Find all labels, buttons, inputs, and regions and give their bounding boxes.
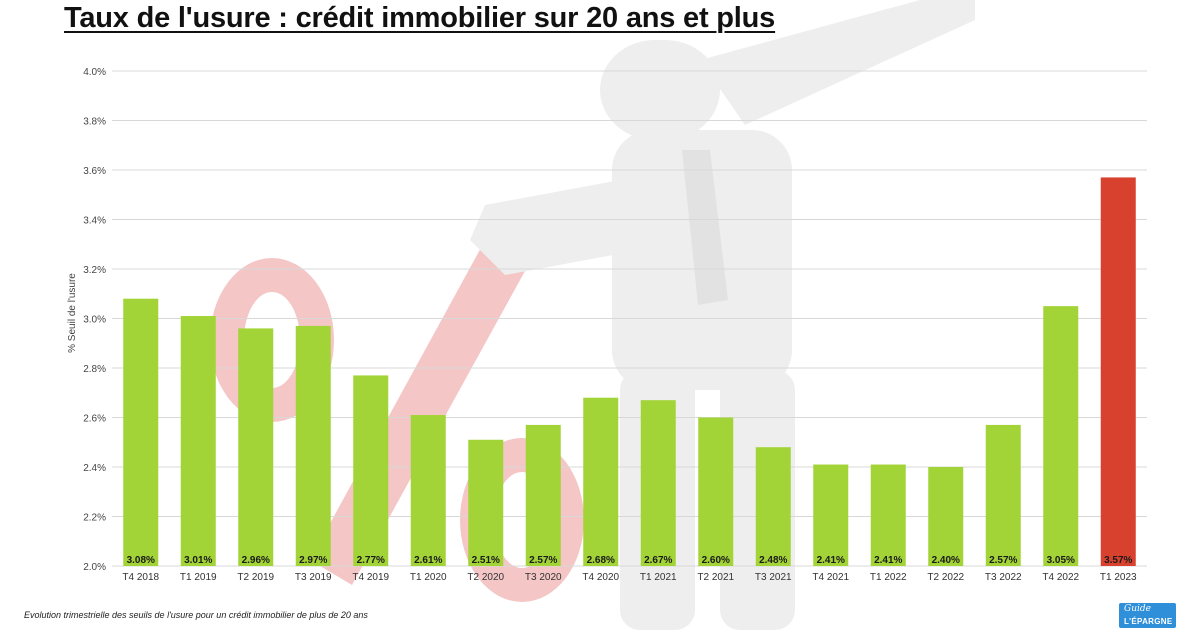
x-category-label: T3 2020 [525, 572, 562, 583]
brand-logo[interactable]: Guide L'ÉPARGNE [1119, 603, 1176, 628]
x-category-label: T1 2020 [410, 572, 447, 583]
bar-value-label: 2.41% [817, 555, 845, 566]
bar-value-label: 3.08% [127, 555, 155, 566]
bar-value-label: 2.61% [414, 555, 442, 566]
bar [238, 328, 274, 566]
bar-value-label: 2.67% [644, 555, 672, 566]
bar [525, 424, 561, 566]
bar [985, 424, 1021, 566]
x-category-label: T4 2021 [812, 572, 849, 583]
bar-value-label: 3.01% [184, 555, 212, 566]
bar-value-label: 3.05% [1047, 555, 1075, 566]
y-tick-label: 3.4% [83, 216, 106, 227]
x-category-label: T2 2020 [467, 572, 504, 583]
x-category-label: T2 2021 [697, 572, 734, 583]
x-category-label: T1 2022 [870, 572, 907, 583]
x-category-label: T4 2018 [122, 572, 159, 583]
bar-value-label: 2.48% [759, 555, 787, 566]
bar-value-label: 2.41% [874, 555, 902, 566]
bar [410, 415, 446, 566]
x-axis-categories: T4 2018 T1 2019 T2 2019 T3 2019 T4 2019 T1 20… [122, 572, 1137, 583]
y-tick-label: 2.8% [83, 364, 106, 375]
bars [123, 177, 1136, 567]
logo-line-2: L'ÉPARGNE [1124, 617, 1173, 626]
bar [583, 397, 619, 566]
y-tick-label: 3.2% [83, 265, 106, 276]
bar-value-label: 2.40% [932, 555, 960, 566]
y-tick-label: 4.0% [83, 67, 106, 78]
bar-value-label: 2.96% [242, 555, 270, 566]
bar [813, 464, 849, 566]
person-left-arm [470, 180, 640, 275]
logo-line-1: Guide [1124, 604, 1151, 614]
y-tick-label: 3.6% [83, 166, 106, 177]
bar-value-label: 2.97% [299, 555, 327, 566]
y-axis-label: % Seuil de l'usure [67, 273, 78, 353]
bar [123, 298, 159, 566]
bar-value-label: 2.57% [989, 555, 1017, 566]
bar [870, 464, 906, 566]
bar-value-label: 2.68% [587, 555, 615, 566]
person-head [600, 40, 720, 140]
y-tick-label: 2.0% [83, 562, 106, 573]
gridlines [112, 70, 1147, 567]
bar [928, 467, 964, 566]
person-raised-arm [700, 0, 975, 125]
x-category-label: T1 2023 [1100, 572, 1137, 583]
bar [755, 447, 791, 566]
x-category-label: T4 2019 [352, 572, 389, 583]
bar [1100, 177, 1136, 567]
person-tie [682, 150, 728, 305]
chart-title: Taux de l'usure : crédit immobilier sur … [64, 2, 776, 34]
bar [353, 375, 389, 566]
bar-value-label: 2.57% [529, 555, 557, 566]
x-category-label: T4 2022 [1042, 572, 1079, 583]
x-category-label: T3 2022 [985, 572, 1022, 583]
x-category-label: T4 2020 [582, 572, 619, 583]
bar [180, 316, 216, 566]
bar [1043, 306, 1079, 566]
bar-value-label: 2.60% [702, 555, 730, 566]
value-labels: 3.08% 3.01% 2.96% 2.97% 2.77% 2.61% 2.51% 2.57%… [127, 555, 1133, 566]
bar [468, 439, 504, 566]
x-category-label: T2 2022 [927, 572, 964, 583]
x-category-label: T1 2019 [180, 572, 217, 583]
y-tick-label: 2.6% [83, 414, 106, 425]
x-category-label: T2 2019 [237, 572, 274, 583]
y-tick-label: 2.2% [83, 513, 106, 524]
bar-value-label: 3.57% [1104, 555, 1132, 566]
chart-caption: Evolution trimestrielle des seuils de l'… [24, 610, 368, 620]
y-axis-ticks: 2.0% 2.2% 2.4% 2.6% 2.8% 3.0% 3.2% 3.4% 3.6% 3.8%… [83, 67, 106, 573]
bar [295, 325, 331, 566]
y-tick-label: 3.0% [83, 315, 106, 326]
bar-value-label: 2.77% [357, 555, 385, 566]
bar [640, 400, 676, 566]
y-tick-label: 3.8% [83, 117, 106, 128]
y-tick-label: 2.4% [83, 463, 106, 474]
x-category-label: T3 2019 [295, 572, 332, 583]
x-category-label: T1 2021 [640, 572, 677, 583]
x-category-label: T3 2021 [755, 572, 792, 583]
bar [698, 417, 734, 566]
bar-value-label: 2.51% [472, 555, 500, 566]
